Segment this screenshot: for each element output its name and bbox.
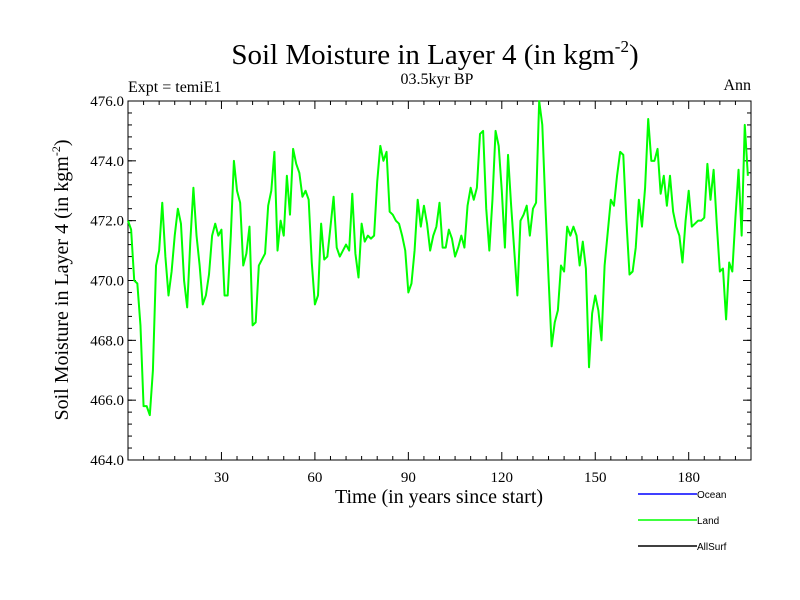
y-axis-title: Soil Moisture in Layer 4 (in kgm-2) <box>49 139 73 420</box>
y-tick-label: 474.0 <box>90 154 124 170</box>
y-tick-label: 466.0 <box>90 393 124 409</box>
legend: Ocean Land AllSurf <box>638 490 727 553</box>
y-tick-label: 468.0 <box>90 333 124 349</box>
x-tick-label: 120 <box>491 470 514 486</box>
axis-ticks <box>128 100 751 461</box>
data-series <box>127 100 749 417</box>
x-tick-label: 90 <box>401 470 416 486</box>
x-axis-title: Time (in years since start) <box>335 486 543 508</box>
x-tick-label: 60 <box>307 470 322 486</box>
y-tick-label: 470.0 <box>90 274 124 290</box>
legend-label-allsurf: AllSurf <box>697 542 727 553</box>
chart-title: Soil Moisture in Layer 4 (in kgm-2) <box>231 37 638 71</box>
legend-label-land: Land <box>697 516 719 527</box>
x-tick-label: 30 <box>214 470 229 486</box>
experiment-label: Expt = temiE1 <box>128 79 221 96</box>
y-tick-label: 472.0 <box>90 214 124 230</box>
season-label: Ann <box>723 77 751 94</box>
period-label: 03.5kyr BP <box>401 71 474 88</box>
x-tick-label: 150 <box>584 470 607 486</box>
y-tick-label: 464.0 <box>90 453 124 469</box>
legend-label-ocean: Ocean <box>697 490 726 501</box>
series-line-land <box>127 100 749 417</box>
tick-labels: 464.0 466.0 468.0 470.0 472.0 474.0 476.0 30 60 9… <box>90 94 700 486</box>
y-tick-label: 476.0 <box>90 94 124 110</box>
x-tick-label: 180 <box>677 470 700 486</box>
